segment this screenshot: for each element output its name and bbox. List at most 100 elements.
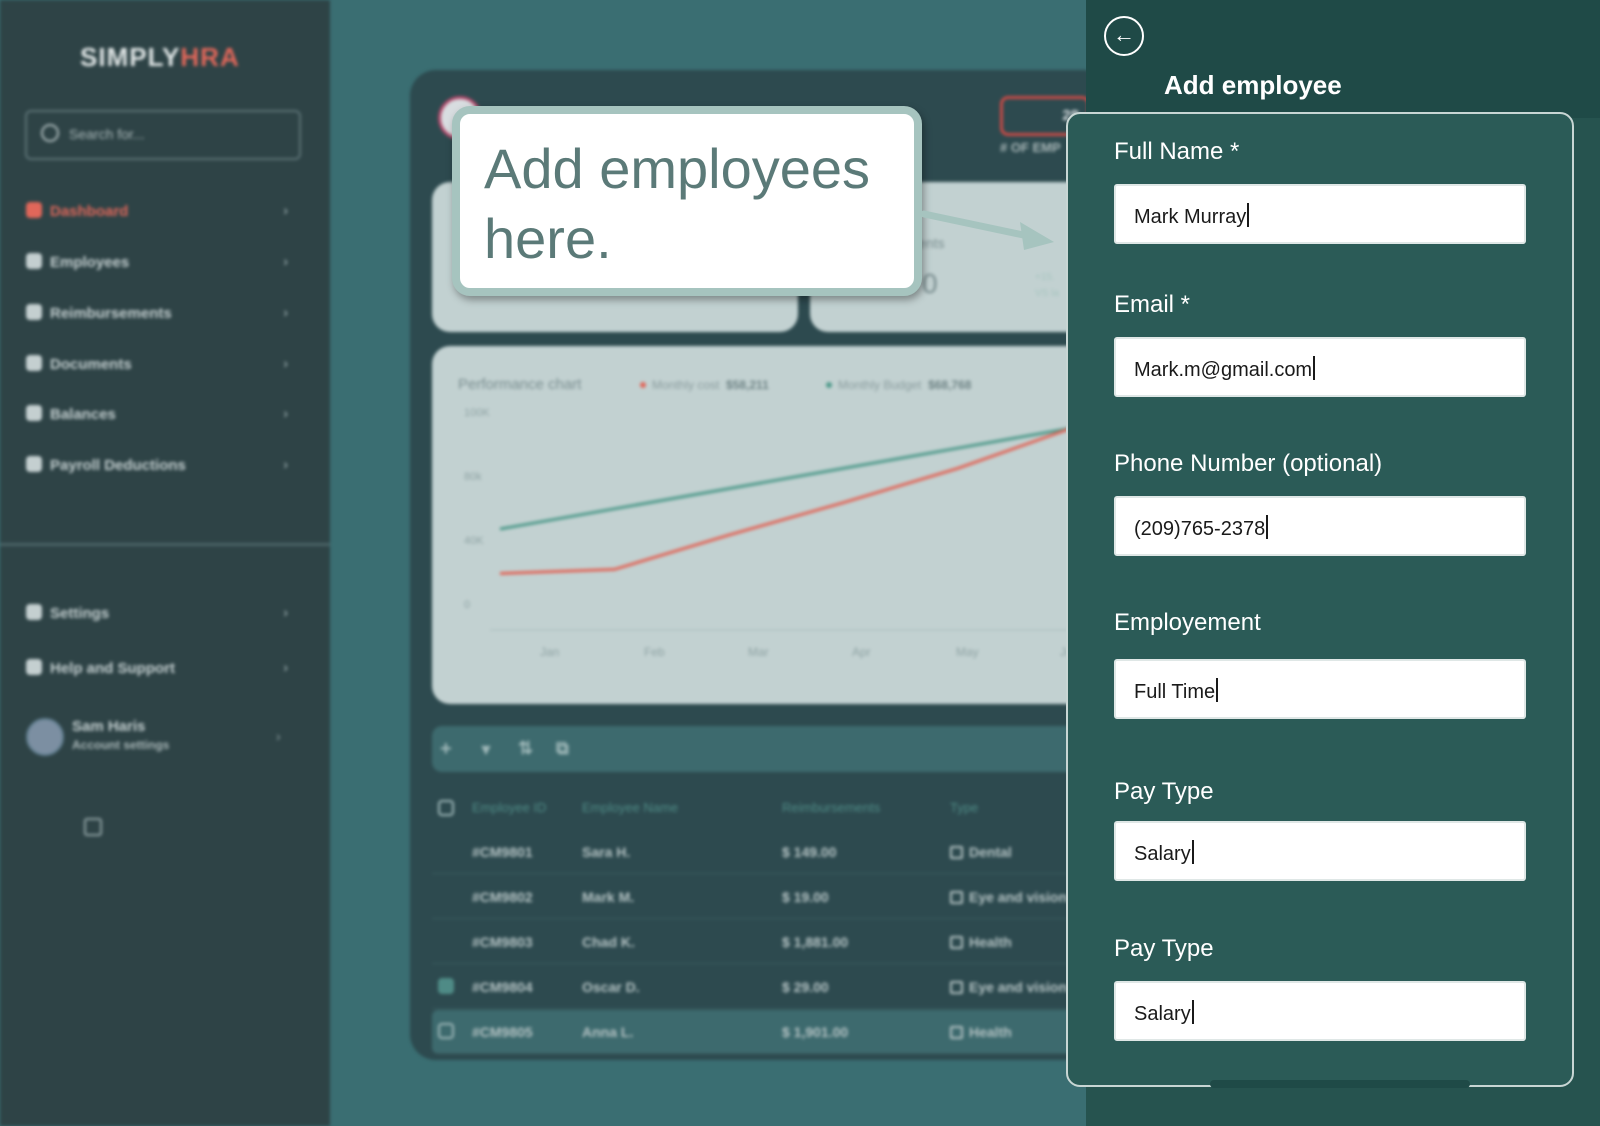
plus-icon[interactable]: + (440, 738, 452, 760)
sidebar-item-balances[interactable]: Balances › (26, 405, 288, 435)
sidebar-item-help[interactable]: Help and Support › (26, 659, 288, 689)
filter-icon[interactable]: ▼ (478, 742, 494, 759)
money-icon (26, 456, 42, 472)
y-tick-label: 40K (464, 535, 484, 547)
panel-footer-shadow (1210, 1080, 1470, 1088)
y-tick-label: 80k (464, 471, 482, 483)
email-input[interactable]: Mark.m@gmail.com (1114, 337, 1526, 397)
employment-input[interactable]: Full Time (1114, 659, 1526, 719)
gear-icon (26, 604, 42, 620)
user-icon (26, 253, 42, 269)
table-row[interactable]: #CM9802 Mark M. $ 19.00 Eye and vision (432, 875, 1090, 919)
table-row[interactable]: #CM9801 Sara H. $ 149.00 Dental (432, 830, 1090, 874)
sort-icon[interactable]: ⇅ (518, 738, 534, 758)
sidebar: SIMPLYHRA Search for... Dashboard › Emplo… (0, 0, 330, 1126)
table-row[interactable]: #CM9805 Anna L. $ 1,901.00 Health (432, 1010, 1090, 1054)
chevron-right-icon: › (283, 405, 288, 421)
panel-header (1086, 0, 1600, 118)
select-all-checkbox[interactable] (438, 800, 454, 816)
chevron-right-icon: › (283, 253, 288, 269)
y-tick-label: 100K (464, 407, 490, 419)
x-tick-label: Jan (540, 645, 559, 659)
phone-input[interactable]: (209)765-2378 (1114, 496, 1526, 556)
chevron-right-icon: › (283, 456, 288, 472)
pay-type-label: Pay Type (1114, 935, 1214, 962)
table-row[interactable]: #CM9804 Oscar D. $ 29.00 Eye and vision (432, 965, 1090, 1009)
sidebar-item-employees[interactable]: Employees › (26, 253, 288, 283)
account-settings-link[interactable]: Account settings (72, 738, 170, 752)
summary-card-label: ents (918, 235, 945, 251)
calendar-icon (950, 936, 963, 949)
chevron-right-icon: › (283, 304, 288, 320)
chevron-right-icon: › (283, 604, 288, 620)
sidebar-item-documents[interactable]: Documents › (26, 355, 288, 385)
help-icon (26, 659, 42, 675)
chevron-right-icon: › (276, 728, 281, 744)
pay-type-label: Pay Type (1114, 778, 1214, 805)
sidebar-item-payroll-deductions[interactable]: Payroll Deductions › (26, 456, 288, 486)
calendar-icon (950, 891, 963, 904)
search-input[interactable]: Search for... (25, 110, 301, 160)
chevron-right-icon: › (283, 659, 288, 675)
heart-icon (26, 405, 42, 421)
table-toolbar (432, 726, 1090, 772)
column-header[interactable]: Type (950, 800, 979, 815)
external-link-icon[interactable] (84, 818, 102, 836)
search-placeholder: Search for... (69, 126, 145, 142)
arrow-left-icon: ← (1113, 22, 1135, 47)
text-caret (1266, 515, 1269, 539)
x-tick-label: Feb (644, 645, 665, 659)
column-header[interactable]: Employee Name (582, 800, 679, 815)
external-link-icon[interactable]: ⧉ (556, 738, 569, 758)
callout-text: Add employees here. (484, 137, 871, 270)
user-name: Sam Haris (72, 718, 146, 735)
tutorial-callout: Add employees here. (452, 106, 922, 296)
sidebar-item-settings[interactable]: Settings › (26, 604, 288, 634)
sidebar-item-dashboard[interactable]: Dashboard › (26, 202, 288, 232)
calendar-icon (950, 846, 963, 859)
logo: SIMPLYHRA (80, 42, 240, 72)
text-caret (1313, 356, 1316, 380)
text-caret (1191, 840, 1194, 864)
x-tick-label: May (956, 645, 979, 659)
series-line-monthly-cost (499, 426, 1073, 575)
row-checkbox[interactable] (438, 1023, 454, 1039)
dollar-icon (26, 304, 42, 320)
pay-type-input[interactable]: Salary (1114, 981, 1526, 1041)
employee-form (1066, 112, 1574, 1087)
performance-chart: 100K80k40K0JanFebMarAprMayJun (464, 407, 1079, 659)
text-caret (1191, 1000, 1194, 1024)
calendar-icon (950, 981, 963, 994)
summary-card-delta: +15. VS la (1035, 272, 1059, 299)
full-name-input[interactable]: Mark Murray (1114, 184, 1526, 244)
legend-monthly-budget: Monthly Budget $68,768 (826, 378, 971, 392)
pay-type-input[interactable]: Salary (1114, 821, 1526, 881)
chart-title: Performance chart (458, 376, 582, 393)
employment-label: Employement (1114, 609, 1261, 636)
series-line-monthly-budget (499, 426, 1073, 531)
summary-card-value: 0 (922, 268, 938, 299)
column-header[interactable]: Reimbursements (782, 800, 881, 815)
email-label: Email * (1114, 291, 1191, 318)
row-checkbox[interactable] (438, 978, 454, 994)
sidebar-divider (0, 543, 330, 546)
legend-monthly-cost: Monthly cost $58,211 (640, 378, 769, 392)
column-header[interactable]: Employee ID (472, 800, 547, 815)
back-button[interactable]: ← (1104, 16, 1144, 56)
employee-count-label: # OF EMP (1000, 140, 1061, 155)
callout-arrow-icon (920, 210, 1054, 250)
sidebar-item-reimbursements[interactable]: Reimbursements › (26, 304, 288, 334)
chevron-right-icon: › (283, 355, 288, 371)
calendar-icon (950, 1026, 963, 1039)
table-row[interactable]: #CM9803 Chad K. $ 1,881.00 Health (432, 920, 1090, 964)
text-caret (1216, 678, 1219, 702)
search-icon (41, 124, 59, 142)
full-name-label: Full Name * (1114, 138, 1240, 165)
x-tick-label: Mar (748, 645, 769, 659)
phone-label: Phone Number (optional) (1114, 450, 1383, 477)
y-tick-label: 0 (464, 599, 470, 611)
avatar[interactable] (26, 718, 64, 756)
document-icon (26, 355, 42, 371)
panel-title: Add employee (1164, 70, 1342, 100)
text-caret (1247, 203, 1250, 227)
